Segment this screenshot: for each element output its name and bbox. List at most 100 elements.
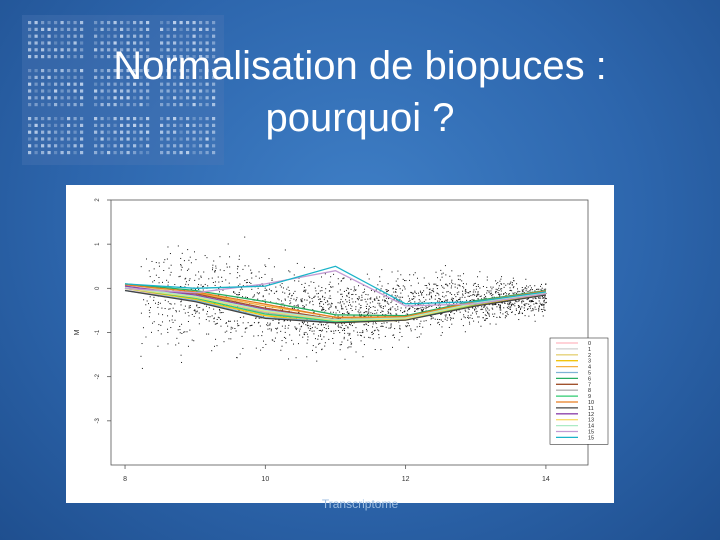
- scatter-point: [488, 291, 490, 293]
- scatter-point: [453, 313, 455, 315]
- array-spot: [80, 55, 84, 59]
- scatter-point: [543, 307, 545, 309]
- scatter-point: [442, 321, 444, 323]
- scatter-point: [269, 328, 271, 330]
- scatter-point: [450, 311, 452, 313]
- scatter-point: [542, 297, 544, 299]
- scatter-point: [495, 291, 497, 293]
- scatter-point: [348, 334, 350, 336]
- scatter-point: [164, 308, 166, 310]
- scatter-point: [421, 309, 423, 311]
- scatter-point: [159, 302, 161, 304]
- scatter-point: [355, 327, 357, 329]
- scatter-point: [383, 296, 385, 298]
- array-spot: [179, 89, 183, 93]
- x-tick-label: 14: [542, 476, 550, 483]
- scatter-point: [487, 312, 489, 314]
- scatter-point: [304, 334, 306, 336]
- array-spot: [160, 103, 164, 107]
- scatter-point: [330, 286, 332, 288]
- array-spot: [73, 144, 77, 148]
- scatter-point: [158, 282, 160, 284]
- scatter-point: [294, 290, 296, 292]
- scatter-point: [145, 304, 147, 306]
- scatter-point: [395, 313, 397, 315]
- scatter-point: [380, 325, 382, 327]
- scatter-point: [349, 323, 351, 325]
- scatter-point: [509, 289, 511, 291]
- scatter-point: [459, 298, 461, 300]
- scatter-point: [529, 289, 531, 291]
- scatter-point: [262, 296, 264, 298]
- array-spot: [41, 27, 45, 31]
- scatter-point: [397, 285, 399, 287]
- scatter-point: [404, 288, 406, 290]
- scatter-point: [341, 341, 343, 343]
- array-spot: [100, 82, 104, 86]
- array-spot: [94, 89, 98, 93]
- array-spot: [139, 69, 143, 73]
- ma-plot: 8 10 12 14 2 1 0 -1 -2 -3 M 0 1 2 3 4 5 6 7 8 9 10 11 12 13 14 15 1…: [66, 185, 614, 503]
- array-spot: [166, 130, 170, 134]
- scatter-point: [321, 309, 323, 311]
- scatter-point: [251, 277, 253, 279]
- scatter-point: [287, 296, 289, 298]
- array-spot: [120, 144, 124, 148]
- scatter-point: [257, 298, 259, 300]
- scatter-point: [204, 255, 206, 257]
- scatter-point: [429, 305, 431, 307]
- scatter-point: [238, 324, 240, 326]
- scatter-point: [478, 294, 480, 296]
- scatter-point: [382, 325, 384, 327]
- scatter-point: [322, 324, 324, 326]
- scatter-point: [448, 314, 450, 316]
- array-spot: [113, 55, 117, 59]
- scatter-point: [384, 314, 386, 316]
- array-spot: [120, 21, 124, 25]
- scatter-point: [378, 337, 380, 339]
- scatter-point: [489, 293, 491, 295]
- scatter-point: [433, 291, 435, 293]
- scatter-point: [485, 315, 487, 317]
- scatter-point: [503, 293, 505, 295]
- scatter-point: [330, 304, 332, 306]
- scatter-point: [524, 309, 526, 311]
- scatter-point: [313, 312, 315, 314]
- scatter-point: [386, 291, 388, 293]
- array-spot: [133, 21, 137, 25]
- scatter-point: [141, 367, 143, 369]
- scatter-point: [393, 291, 395, 293]
- scatter-point: [426, 285, 428, 287]
- scatter-point: [489, 323, 491, 325]
- scatter-point: [490, 286, 492, 288]
- scatter-point: [349, 332, 351, 334]
- scatter-point: [393, 334, 395, 336]
- scatter-point: [187, 311, 189, 313]
- scatter-point: [388, 309, 390, 311]
- scatter-point: [242, 296, 244, 298]
- scatter-point: [303, 290, 305, 292]
- array-spot: [28, 48, 32, 52]
- array-spot: [47, 69, 51, 73]
- scatter-point: [500, 309, 502, 311]
- scatter-point: [402, 289, 404, 291]
- scatter-point: [341, 308, 343, 310]
- array-spot: [28, 89, 32, 93]
- array-spot: [113, 96, 117, 100]
- scatter-point: [264, 302, 266, 304]
- array-spot: [186, 130, 190, 134]
- scatter-point: [396, 299, 398, 301]
- scatter-point: [194, 310, 196, 312]
- scatter-point: [222, 311, 224, 313]
- array-spot: [107, 55, 111, 59]
- scatter-point: [365, 305, 367, 307]
- scatter-point: [471, 299, 473, 301]
- scatter-point: [441, 273, 443, 275]
- scatter-point: [309, 329, 311, 331]
- scatter-point: [244, 331, 246, 333]
- array-spot: [205, 82, 209, 86]
- series-line-11: [124, 289, 547, 324]
- scatter-point: [451, 270, 453, 272]
- array-spot: [80, 137, 84, 141]
- scatter-point: [414, 310, 416, 312]
